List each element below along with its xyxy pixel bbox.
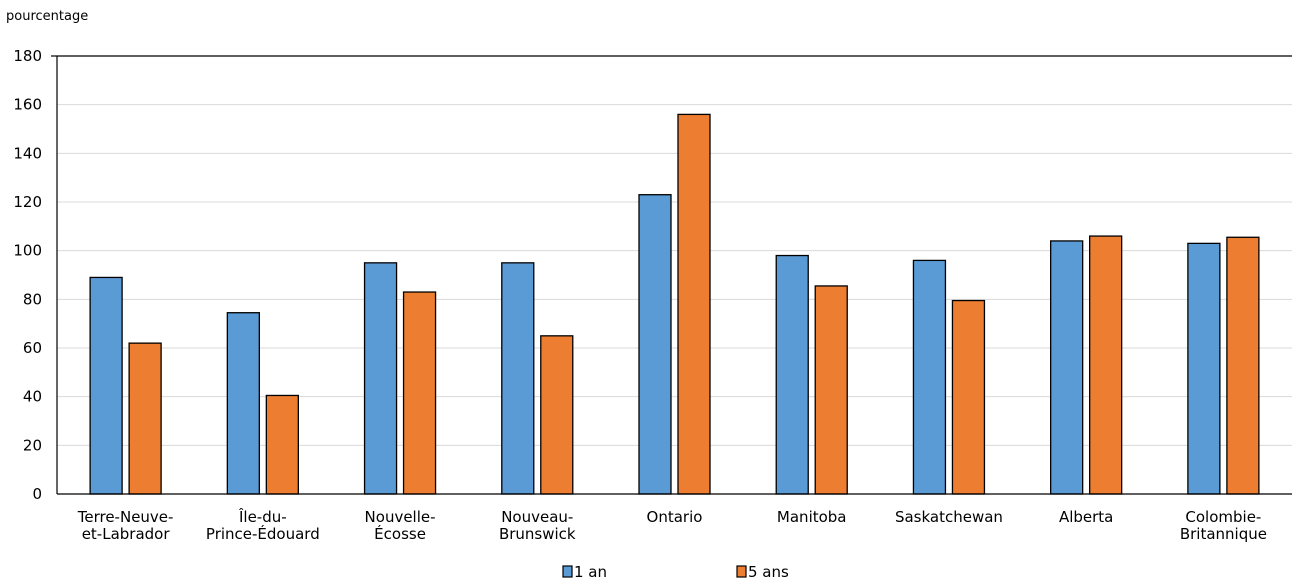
y-tick-label: 140: [13, 144, 42, 162]
x-category-label: Manitoba: [777, 508, 847, 526]
x-category-label: Alberta: [1059, 508, 1113, 526]
y-tick-label: 80: [23, 290, 42, 308]
bar-series2: [265, 394, 299, 495]
x-category-label: Nouveau-: [501, 508, 573, 526]
bar-series2: [677, 113, 711, 495]
x-category-label: Saskatchewan: [895, 508, 1003, 526]
y-tick-label: 180: [13, 47, 42, 65]
axes: [51, 55, 1292, 495]
y-tick-label: 120: [13, 193, 42, 211]
bar-series1: [638, 194, 672, 495]
y-tick-label: 0: [32, 485, 42, 503]
bars: [89, 113, 1260, 495]
y-tick-label: 20: [23, 436, 42, 454]
bar-series2: [1089, 235, 1123, 495]
y-axis-label: pourcentage: [6, 9, 88, 24]
legend: 1 an 5 ans: [562, 563, 789, 581]
bar-series2: [402, 291, 437, 495]
x-category-label: et-Labrador: [82, 525, 171, 543]
bar-series1: [226, 312, 260, 495]
bar-series2: [951, 299, 986, 495]
y-tick-label: 60: [23, 339, 42, 357]
x-category-label: Écosse: [374, 524, 426, 543]
x-category-label: Britannique: [1180, 525, 1267, 543]
bar-series1: [1187, 242, 1221, 495]
y-tick-labels: 0 20 40 60 80 100 120 140 160 180: [13, 47, 42, 503]
y-tick-label: 40: [23, 388, 42, 406]
bar-series1: [912, 259, 947, 495]
bar-series2: [540, 335, 574, 495]
bar-series1: [89, 276, 123, 495]
x-category-label: Colombie-: [1185, 508, 1261, 526]
x-category-label: Terre-Neuve-: [77, 508, 174, 526]
x-category-label: Brunswick: [499, 525, 576, 543]
bar-series1: [775, 254, 809, 495]
legend-label: 5 ans: [748, 563, 789, 581]
bar-series2: [814, 285, 848, 495]
legend-swatch-series2: [736, 565, 747, 578]
x-category-label: Île-du-: [238, 507, 287, 526]
y-tick-label: 100: [13, 242, 42, 260]
bar-series2: [1226, 236, 1260, 495]
bar-series1: [501, 262, 535, 495]
x-category-label: Ontario: [647, 508, 703, 526]
x-category-labels: Terre-Neuve-et-Labrador Île-du-Prince-Édo…: [77, 507, 1267, 543]
y-tick-label: 160: [13, 96, 42, 114]
bar-series2: [128, 342, 162, 495]
x-category-label: Prince-Édouard: [206, 524, 320, 543]
x-category-label: Nouvelle-: [365, 508, 436, 526]
bar-series1: [363, 262, 398, 495]
bar-series1: [1050, 240, 1084, 495]
legend-label: 1 an: [574, 563, 607, 581]
legend-swatch-series1: [562, 565, 573, 578]
